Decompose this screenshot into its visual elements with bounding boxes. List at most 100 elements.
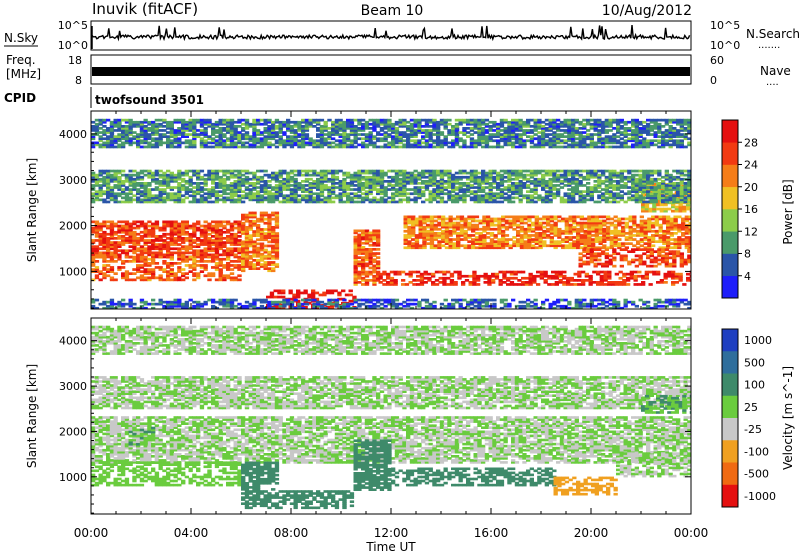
power-cell [282, 196, 287, 200]
power-cell [481, 173, 486, 177]
power-cell [574, 177, 579, 181]
power-cell [259, 198, 265, 202]
power-cell [613, 234, 618, 237]
power-cell [334, 196, 340, 200]
power-cell [98, 188, 103, 191]
power-cell [471, 234, 476, 237]
power-cell [143, 257, 148, 261]
power-cell [447, 177, 452, 181]
power-cell [207, 253, 212, 257]
power-cell [641, 276, 646, 280]
power-cell [613, 219, 618, 223]
power-cell [214, 257, 220, 261]
power-cell [471, 242, 476, 245]
power-cell [117, 127, 122, 130]
power-cell [136, 237, 141, 240]
power-cell [518, 200, 523, 204]
power-cell [188, 190, 193, 193]
power-cell [604, 169, 609, 173]
power-cell [452, 238, 457, 241]
power-cell [424, 184, 430, 187]
power-cell [567, 198, 572, 202]
power-cell [672, 198, 677, 202]
power-cell [667, 270, 672, 274]
power-cell [91, 175, 96, 179]
power-cell [143, 133, 148, 136]
power-cell [382, 270, 387, 274]
power-cell [106, 141, 111, 145]
power-cell [516, 217, 521, 221]
power-cell [98, 270, 103, 273]
power-cell [534, 223, 539, 227]
power-cell [361, 252, 366, 255]
power-cell [517, 283, 522, 286]
power-cell [507, 194, 512, 198]
power-cell [169, 177, 174, 181]
power-cell [267, 213, 272, 217]
power-cell [143, 198, 148, 202]
power-cell [91, 173, 96, 177]
power-cell [546, 215, 551, 219]
power-cell [271, 177, 276, 181]
power-cell [527, 240, 532, 243]
power-cell [222, 278, 227, 282]
power-cell [226, 241, 231, 244]
power-cell [677, 246, 682, 250]
power-cell [233, 180, 238, 183]
power-cell [418, 215, 423, 219]
power-cell [663, 272, 668, 276]
power-cell [188, 169, 193, 173]
power-cell [559, 173, 565, 177]
power-cell [454, 198, 460, 202]
power-cell [428, 194, 433, 198]
power-cell [414, 236, 420, 239]
power-cell [113, 173, 118, 177]
power-cell [256, 226, 261, 229]
power-cell [639, 219, 644, 223]
power-cell [364, 169, 370, 173]
power-cell [661, 180, 666, 183]
power-cell [617, 242, 622, 245]
power-cell [557, 244, 562, 248]
power-cell [454, 186, 460, 189]
power-cell [606, 232, 611, 235]
power-cell [387, 200, 392, 204]
power-cell [441, 215, 446, 219]
power-cell [353, 188, 358, 191]
power-cell [364, 229, 370, 233]
power-cell [121, 228, 126, 232]
power-cell [422, 227, 427, 231]
power-cell [143, 184, 148, 187]
power-cell [664, 256, 669, 260]
power-cell [559, 182, 565, 185]
power-cell [451, 196, 456, 200]
power-cell [658, 227, 663, 231]
power-cell [423, 270, 428, 274]
power-cell [589, 196, 594, 200]
power-cell [683, 182, 688, 185]
power-cell [102, 131, 107, 134]
power-cell [166, 180, 171, 183]
power-cell [158, 188, 163, 191]
power-cell [529, 200, 535, 204]
power-cell [331, 180, 336, 183]
power-cell [271, 257, 276, 260]
power-cell [91, 230, 96, 234]
power-cell [663, 207, 668, 211]
power-cell [329, 291, 335, 295]
power-cell [147, 133, 152, 136]
power-cell [211, 247, 216, 251]
power-cell [617, 217, 622, 221]
power-cell [601, 194, 606, 198]
power-cell [403, 223, 408, 227]
power-cell [594, 219, 599, 223]
power-cell [177, 196, 182, 200]
power-cell [441, 232, 446, 235]
power-cell [471, 219, 476, 223]
power-cell [654, 221, 659, 225]
power-cell [433, 227, 438, 231]
power-cell [316, 198, 321, 202]
power-cell [508, 246, 513, 250]
power-cell [166, 184, 171, 187]
power-cell [573, 283, 578, 286]
